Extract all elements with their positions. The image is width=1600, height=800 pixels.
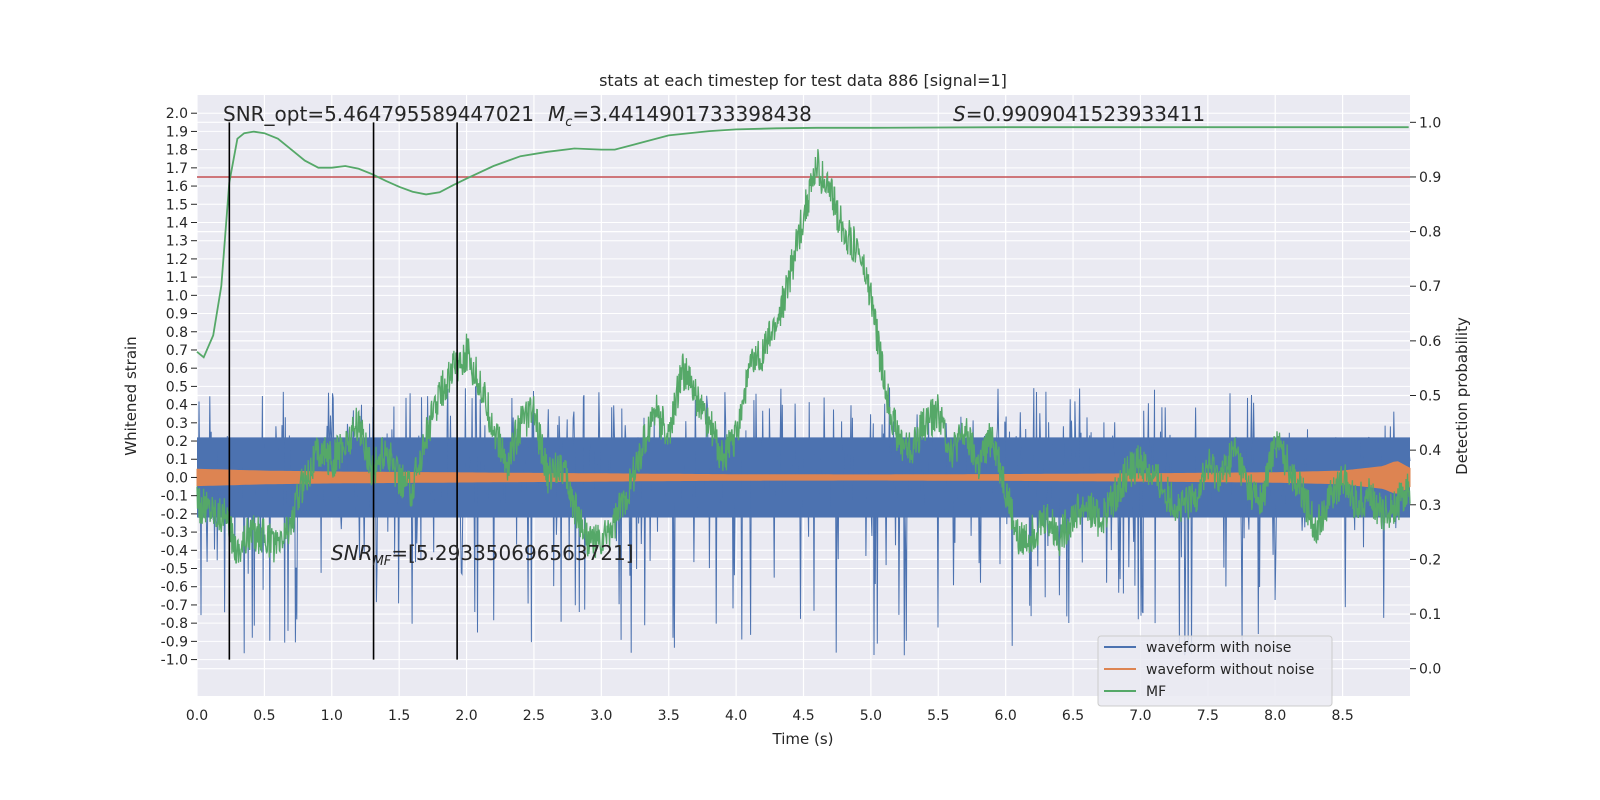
x-axis-label: Time (s) xyxy=(772,730,834,748)
right-tick-label: 0.8 xyxy=(1419,225,1441,241)
left-tick-label: 1.3 xyxy=(166,234,188,250)
series-mf xyxy=(196,126,1409,359)
mc-label: M xyxy=(548,102,565,126)
mc-value: =3.4414901733398438 xyxy=(572,102,811,126)
x-tick-label: 7.5 xyxy=(1197,708,1219,724)
s-value: =0.9909041523933411 xyxy=(966,102,1205,126)
x-tick-label: 3.5 xyxy=(658,708,680,724)
snr-mf-subscript: MF xyxy=(373,554,392,569)
right-tick-label: 0.6 xyxy=(1419,334,1441,350)
x-tick-label: 2.5 xyxy=(523,708,545,724)
x-tick-label: 1.5 xyxy=(388,708,410,724)
left-tick-label: -0.8 xyxy=(161,616,188,632)
left-tick-label: -0.4 xyxy=(161,543,188,559)
mc-subscript: c xyxy=(565,115,572,130)
right-tick-label: 0.7 xyxy=(1419,279,1441,295)
x-tick-label: 8.5 xyxy=(1331,708,1353,724)
x-tick-label: 2.0 xyxy=(455,708,477,724)
left-tick-label: 1.1 xyxy=(166,270,188,286)
x-tick-label: 7.0 xyxy=(1129,708,1151,724)
left-tick-label: -0.5 xyxy=(161,562,188,578)
right-tick-label: 0.3 xyxy=(1419,498,1441,514)
grid-left xyxy=(197,112,1410,661)
legend-label-clean: waveform without noise xyxy=(1146,662,1314,678)
left-tick-label: 1.9 xyxy=(166,124,188,140)
left-tick-label: 1.5 xyxy=(166,197,188,213)
left-tick-label: 0.5 xyxy=(166,379,188,395)
snr-mf-value: =[5.293350696563721] xyxy=(391,541,633,565)
right-tick-label: 0.4 xyxy=(1419,443,1441,459)
series-waveform-clean xyxy=(196,461,1411,494)
left-tick-label: 1.7 xyxy=(166,161,188,177)
legend-label-mf: MF xyxy=(1146,684,1166,700)
x-tick-labels: 0.0 0.5 1.0 1.5 2.0 2.5 3.0 3.5 4.0 4.5 5.0 5.5 6.0 6… xyxy=(186,708,1354,724)
left-tick-labels: 2.0 1.9 1.8 1.7 1.6 1.5 1.4 1.3 1.2 1.1 1.0 0.9 0.8 0… xyxy=(161,106,197,669)
left-tick-label: 1.2 xyxy=(166,252,188,268)
left-tick-label: 0.3 xyxy=(166,416,188,432)
series-probability-trace xyxy=(196,149,1411,564)
left-tick-label: -1.0 xyxy=(161,653,188,669)
right-tick-label: 0.5 xyxy=(1419,389,1441,405)
right-tick-label: 0.1 xyxy=(1419,607,1441,623)
right-tick-labels: 1.0 0.9 0.8 0.7 0.6 0.5 0.4 0.3 0.2 0.1 0.0 xyxy=(1410,115,1441,678)
left-tick-label: -0.7 xyxy=(161,598,188,614)
x-tick-label: 6.5 xyxy=(1062,708,1084,724)
x-tick-label: 4.5 xyxy=(792,708,814,724)
x-tick-label: 0.0 xyxy=(186,708,208,724)
mc-annotation: Mc=3.4414901733398438 xyxy=(548,102,812,130)
left-tick-label: 0.4 xyxy=(166,398,188,414)
left-tick-label: 0.1 xyxy=(166,452,188,468)
left-tick-label: 0.8 xyxy=(166,325,188,341)
right-tick-label: 0.0 xyxy=(1419,662,1441,678)
x-tick-label: 6.0 xyxy=(995,708,1017,724)
x-tick-label: 1.0 xyxy=(321,708,343,724)
right-tick-label: 1.0 xyxy=(1419,115,1441,131)
left-tick-label: -0.1 xyxy=(161,489,188,505)
left-tick-label: 2.0 xyxy=(166,106,188,122)
x-tick-label: 8.0 xyxy=(1264,708,1286,724)
y-axis-label-right: Detection probability xyxy=(1453,317,1471,475)
left-tick-label: 1.8 xyxy=(166,143,188,159)
s-label: S xyxy=(953,102,966,126)
left-tick-label: -0.6 xyxy=(161,580,188,596)
legend-label-noise: waveform with noise xyxy=(1146,640,1291,656)
left-tick-label: 0.0 xyxy=(166,470,188,486)
x-tick-label: 5.0 xyxy=(860,708,882,724)
chart-title: stats at each timestep for test data 886… xyxy=(599,71,1007,90)
left-tick-label: 0.2 xyxy=(166,434,188,450)
snr-mf-annotation: SNRMF=[5.293350696563721] xyxy=(331,541,634,569)
snr-opt-annotation: SNR_opt=5.464795589447021 xyxy=(223,102,534,126)
left-tick-label: 0.6 xyxy=(166,361,188,377)
left-tick-label: 0.9 xyxy=(166,307,188,323)
left-tick-label: -0.9 xyxy=(161,634,188,650)
right-tick-label: 0.2 xyxy=(1419,552,1441,568)
legend: waveform with noise waveform without noi… xyxy=(1097,635,1333,707)
s-annotation: S=0.9909041523933411 xyxy=(953,102,1205,126)
left-tick-label: 0.7 xyxy=(166,343,188,359)
x-tick-label: 5.5 xyxy=(927,708,949,724)
legend-box xyxy=(1097,635,1333,707)
snr-mf-label: SNR xyxy=(331,541,373,565)
x-tick-label: 0.5 xyxy=(253,708,275,724)
left-tick-label: -0.3 xyxy=(161,525,188,541)
x-tick-label: 3.0 xyxy=(590,708,612,724)
right-tick-label: 0.9 xyxy=(1419,170,1441,186)
x-tick-label: 4.0 xyxy=(725,708,747,724)
left-tick-label: -0.2 xyxy=(161,507,188,523)
left-tick-label: 1.0 xyxy=(166,288,188,304)
series-layer xyxy=(196,122,1411,660)
left-tick-label: 1.4 xyxy=(166,215,188,231)
y-axis-label-left: Whitened strain xyxy=(122,336,140,455)
left-tick-label: 1.6 xyxy=(166,179,188,195)
